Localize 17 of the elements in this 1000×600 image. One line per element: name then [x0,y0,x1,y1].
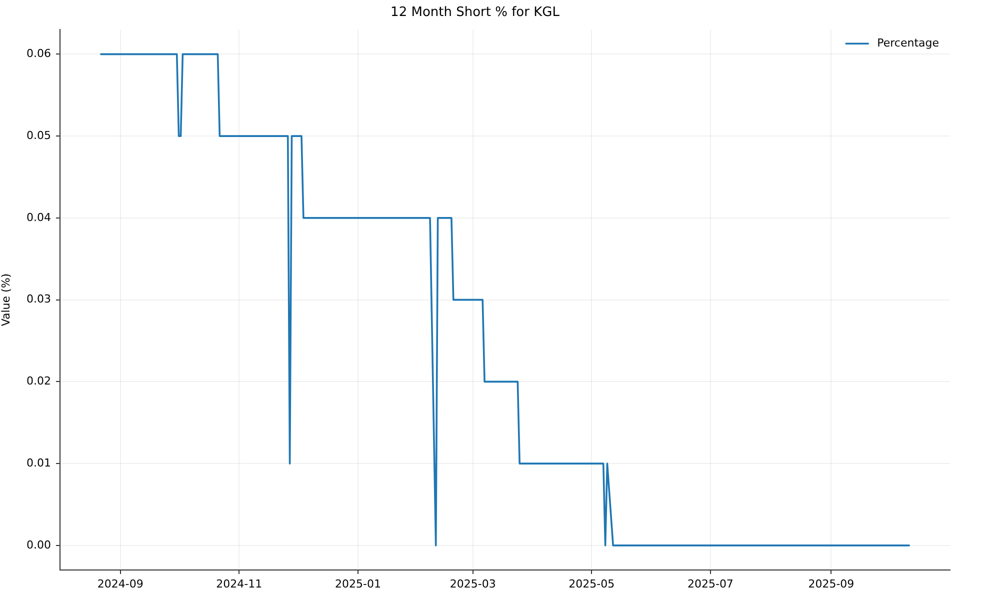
x-tick-label: 2025-03 [450,577,496,590]
y-tick-label: 0.03 [26,292,51,306]
y-tick-label: 0.02 [26,374,51,388]
x-tick-label: 2025-09 [808,577,854,590]
x-tick-label: 2025-01 [334,577,381,590]
y-tick-label: 0.05 [26,128,51,142]
x-tick-label: 2025-05 [568,577,615,590]
x-tick-label: 2024-09 [97,577,144,590]
y-tick-label: 0.00 [26,538,51,552]
y-tick-label: 0.01 [26,456,51,470]
legend-label: Percentage [877,36,940,50]
x-tick-label: 2024-11 [216,577,262,590]
x-tick-label: 2025-07 [687,577,734,590]
y-tick-label: 0.06 [26,47,51,60]
y-tick-label: 0.04 [26,210,51,224]
chart-title: 12 Month Short % for KGL [390,5,560,20]
y-axis-title: Value (%) [0,273,12,326]
